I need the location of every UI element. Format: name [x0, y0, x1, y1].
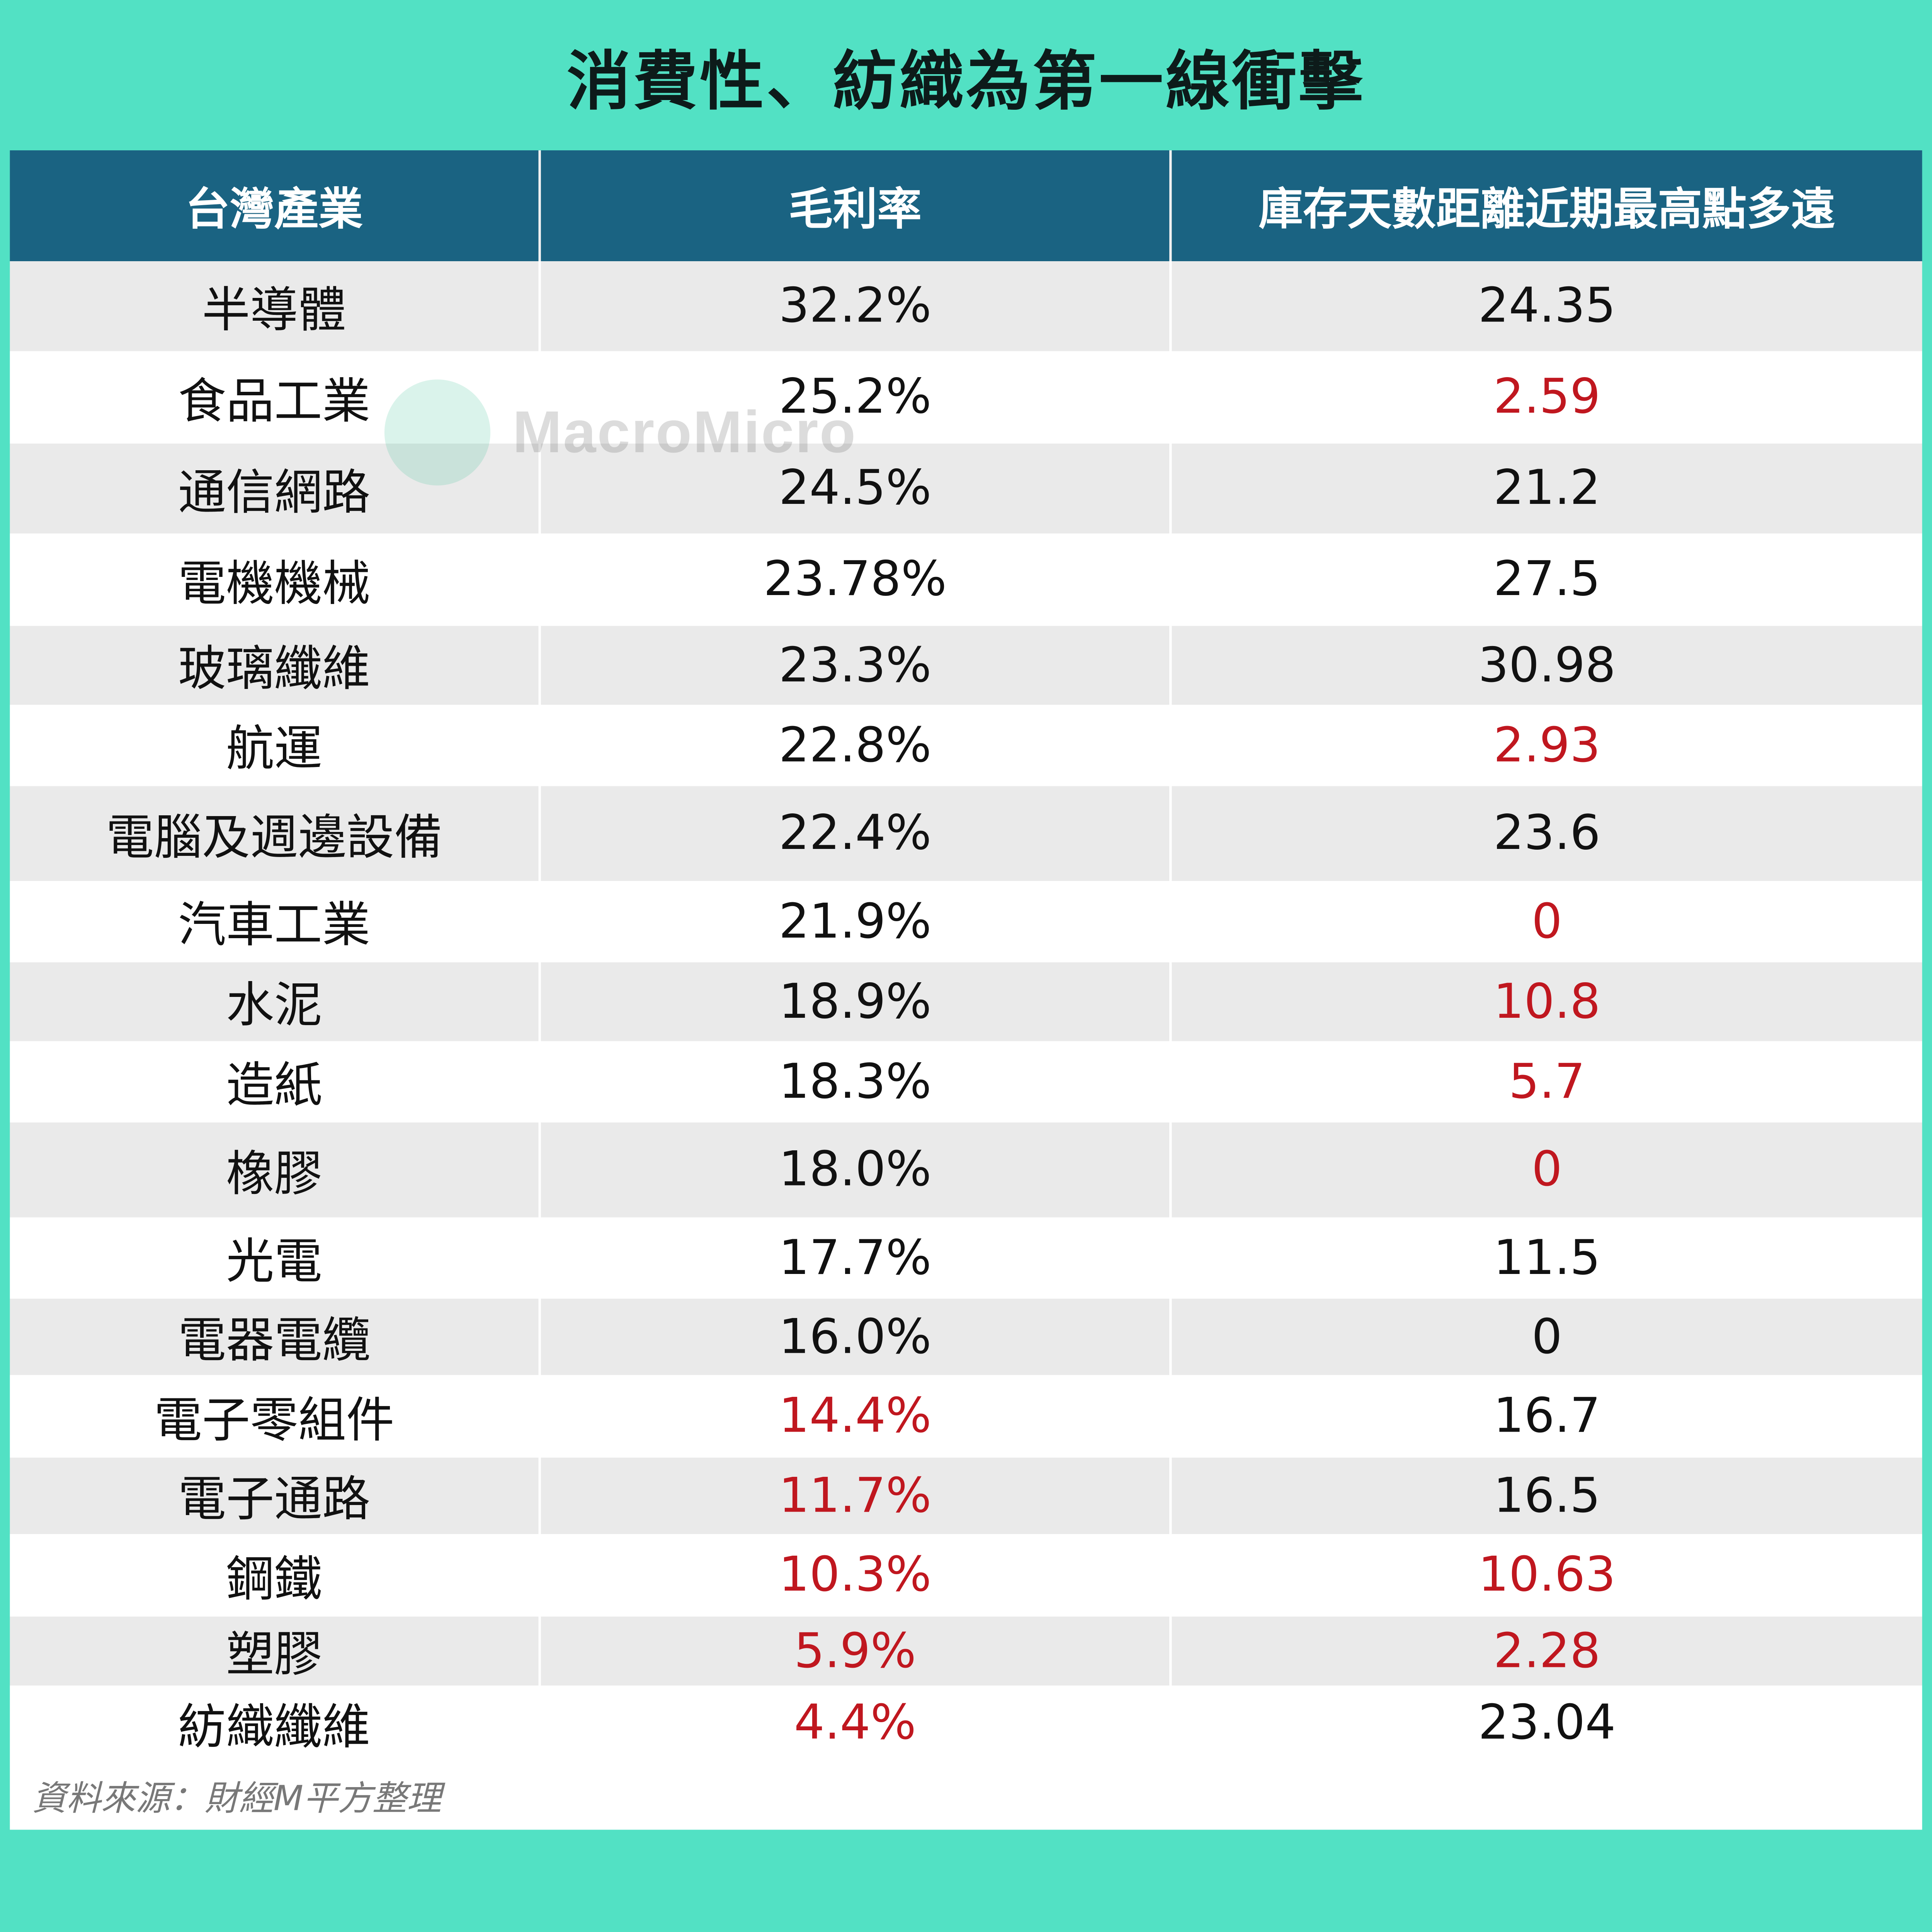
industry-cell: 光電 — [10, 1217, 541, 1299]
inventory-days-cell: 2.59 — [1493, 369, 1600, 425]
gross-margin-cell: 25.2% — [541, 351, 1172, 444]
table-row: 食品工業 25.2% 2.59 — [10, 351, 1922, 444]
inventory-days-cell: 0 — [1531, 894, 1563, 949]
inventory-days-cell: 10.63 — [1478, 1548, 1616, 1603]
gross-margin-cell: 18.0% — [541, 1122, 1172, 1218]
inventory-days-cell: 5.7 — [1509, 1054, 1585, 1110]
industry-cell: 橡膠 — [10, 1122, 541, 1218]
header-industry: 台灣產業 — [10, 150, 541, 262]
gross-margin-cell: 22.8% — [541, 704, 1172, 786]
industry-cell: 半導體 — [10, 261, 541, 351]
table-row: 電子通路 11.7% 16.5 — [10, 1458, 1922, 1534]
table-row: 光電 17.7% 11.5 — [10, 1217, 1922, 1299]
industry-cell: 電子零組件 — [10, 1375, 541, 1458]
inventory-days-cell: 11.5 — [1493, 1230, 1600, 1286]
table-row: 電子零組件 14.4% 16.7 — [10, 1375, 1922, 1458]
industry-cell: 鋼鐵 — [10, 1534, 541, 1617]
table-body: 半導體 32.2% 24.35 食品工業 25.2% 2.59 通信網路 24.5% 21.2 電… — [10, 261, 1922, 1761]
industry-cell: 玻璃纖維 — [10, 626, 541, 705]
table-header-row: 台灣產業 毛利率 庫存天數距離近期最高點多遠 — [10, 150, 1922, 262]
table-row: 塑膠 5.9% 2.28 — [10, 1616, 1922, 1686]
gross-margin-cell: 24.5% — [541, 443, 1172, 534]
industry-cell: 電子通路 — [10, 1458, 541, 1534]
industry-cell: 造紙 — [10, 1041, 541, 1122]
inventory-days-cell: 27.5 — [1493, 552, 1600, 608]
inventory-days-cell: 30.98 — [1478, 638, 1616, 693]
inventory-days-cell: 10.8 — [1493, 974, 1600, 1030]
industry-cell: 汽車工業 — [10, 881, 541, 963]
table-row: 半導體 32.2% 24.35 — [10, 261, 1922, 351]
source-note: 資料來源：財經M平方整理 — [32, 1778, 442, 1819]
gross-margin-cell: 17.7% — [541, 1217, 1172, 1299]
gross-margin-cell: 18.3% — [541, 1041, 1172, 1122]
gross-margin-cell: 4.4% — [541, 1685, 1172, 1761]
table-row: 造紙 18.3% 5.7 — [10, 1041, 1922, 1122]
inventory-days-cell: 2.28 — [1493, 1623, 1600, 1679]
industry-cell: 食品工業 — [10, 351, 541, 444]
gross-margin-cell: 18.9% — [541, 962, 1172, 1041]
inventory-days-cell: 0 — [1531, 1309, 1563, 1365]
header-inventory-days: 庫存天數距離近期最高點多遠 — [1259, 185, 1835, 236]
table-row: 鋼鐵 10.3% 10.63 — [10, 1534, 1922, 1617]
gross-margin-cell: 23.78% — [541, 533, 1172, 626]
industry-cell: 航運 — [10, 704, 541, 786]
infographic-frame: 消費性、紡織為第一線衝擊 台灣產業 毛利率 庫存天數距離近期最高點多遠 半導體 3… — [10, 45, 1922, 1830]
data-table-panel: 台灣產業 毛利率 庫存天數距離近期最高點多遠 半導體 32.2% 24.35 食品工業… — [10, 150, 1922, 1830]
gross-margin-cell: 5.9% — [541, 1616, 1172, 1686]
inventory-days-cell: 23.6 — [1493, 806, 1600, 861]
inventory-days-cell: 23.04 — [1478, 1695, 1616, 1751]
inventory-days-cell: 0 — [1531, 1142, 1563, 1198]
industry-cell: 電腦及週邊設備 — [10, 786, 541, 881]
table-row: 電器電纜 16.0% 0 — [10, 1298, 1922, 1375]
industry-cell: 紡織纖維 — [10, 1685, 541, 1761]
gross-margin-cell: 14.4% — [541, 1375, 1172, 1458]
gross-margin-cell: 10.3% — [541, 1534, 1172, 1617]
industry-cell: 水泥 — [10, 962, 541, 1041]
inventory-days-cell: 24.35 — [1478, 278, 1616, 334]
industry-cell: 電機機械 — [10, 533, 541, 626]
table-row: 電腦及週邊設備 22.4% 23.6 — [10, 786, 1922, 881]
industry-cell: 塑膠 — [10, 1616, 541, 1686]
gross-margin-cell: 32.2% — [541, 261, 1172, 351]
inventory-days-cell: 16.5 — [1493, 1468, 1600, 1524]
table-row: 水泥 18.9% 10.8 — [10, 962, 1922, 1041]
industry-cell: 通信網路 — [10, 443, 541, 534]
gross-margin-cell: 11.7% — [541, 1458, 1172, 1534]
table-row: 電機機械 23.78% 27.5 — [10, 533, 1922, 626]
table-row: 通信網路 24.5% 21.2 — [10, 443, 1922, 534]
industry-cell: 電器電纜 — [10, 1298, 541, 1375]
gross-margin-cell: 16.0% — [541, 1298, 1172, 1375]
inventory-days-cell: 2.93 — [1493, 718, 1600, 773]
table-row: 航運 22.8% 2.93 — [10, 704, 1922, 786]
gross-margin-cell: 23.3% — [541, 626, 1172, 705]
gross-margin-cell: 21.9% — [541, 881, 1172, 963]
header-gross-margin: 毛利率 — [541, 150, 1172, 262]
table-row: 玻璃纖維 23.3% 30.98 — [10, 626, 1922, 705]
inventory-days-cell: 16.7 — [1493, 1388, 1600, 1444]
table-row: 橡膠 18.0% 0 — [10, 1122, 1922, 1218]
table-row: 汽車工業 21.9% 0 — [10, 881, 1922, 963]
page-title: 消費性、紡織為第一線衝擊 — [566, 45, 1366, 119]
gross-margin-cell: 22.4% — [541, 786, 1172, 881]
table-row: 紡織纖維 4.4% 23.04 — [10, 1685, 1922, 1761]
inventory-days-cell: 21.2 — [1493, 461, 1600, 517]
